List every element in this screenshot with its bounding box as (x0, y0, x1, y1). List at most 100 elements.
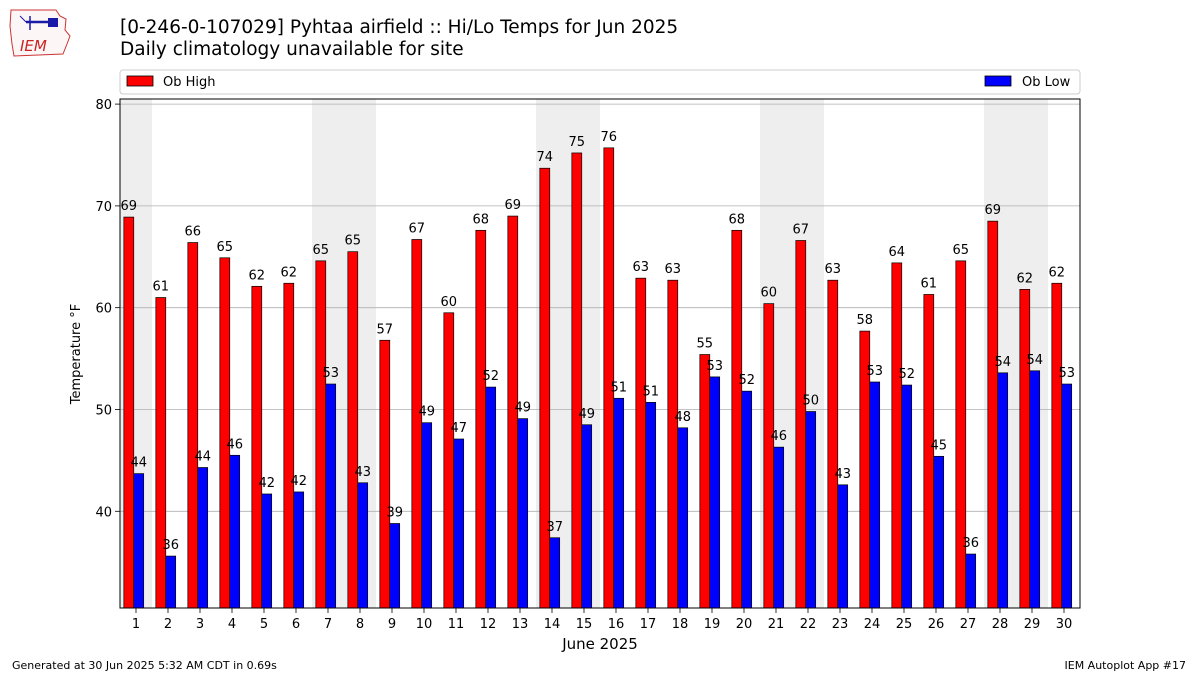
low-bar-label: 53 (322, 366, 339, 381)
high-bar (347, 251, 359, 609)
gridlines (120, 103, 1080, 512)
low-bar-label: 45 (930, 438, 947, 453)
legend-low-swatch (984, 75, 1012, 87)
low-bar-label: 52 (738, 373, 755, 388)
high-bar-label: 69 (505, 198, 522, 213)
x-tick-label: 28 (992, 617, 1009, 632)
x-tick-label: 23 (832, 617, 849, 632)
high-bar-label: 63 (825, 262, 842, 277)
high-bar-label: 62 (249, 268, 266, 283)
x-tick-label: 27 (960, 617, 977, 632)
x-tick-label: 29 (1024, 617, 1041, 632)
legend-high-label: Ob High (163, 75, 216, 90)
x-tick-label: 18 (672, 617, 689, 632)
low-bar-label: 46 (226, 437, 243, 452)
high-bar-label: 69 (985, 203, 1002, 218)
low-bar (1061, 383, 1073, 609)
y-tick-label: 60 (95, 302, 112, 317)
low-bar (581, 424, 593, 609)
high-bar (315, 260, 327, 609)
low-bar-label: 43 (834, 467, 851, 482)
low-bar (485, 386, 497, 609)
high-bar (955, 260, 967, 609)
high-bar (827, 279, 839, 609)
y-tick-label: 80 (95, 98, 112, 113)
y-axis: 40 50 60 70 80 (95, 98, 120, 520)
x-tick-label: 24 (864, 617, 881, 632)
x-tick-label: 8 (356, 617, 364, 632)
low-bar-label: 43 (354, 465, 371, 480)
low-bar (325, 383, 337, 609)
high-bar (443, 312, 455, 609)
low-bar-label: 46 (770, 429, 787, 444)
x-axis: 1 2 3 4 5 6 7 8 9 10 11 12 13 14 15 16 17 18 19 20 21 22 23 24 2… (132, 608, 1072, 632)
x-tick-label: 16 (608, 617, 625, 632)
high-bar-label: 62 (281, 265, 298, 280)
legend: Ob High Ob Low (119, 69, 1081, 95)
x-tick-label: 22 (800, 617, 817, 632)
low-bar (453, 438, 465, 609)
x-tick-label: 2 (164, 617, 172, 632)
low-bar (357, 482, 369, 609)
low-bar (229, 454, 241, 609)
high-bar (283, 282, 295, 609)
high-bar-label: 65 (345, 234, 362, 249)
high-bar (411, 239, 423, 609)
high-bar (155, 297, 167, 609)
high-bar (635, 277, 647, 609)
low-bar (421, 422, 433, 609)
high-bar-label: 65 (953, 243, 970, 258)
high-bar-label: 64 (889, 245, 906, 260)
low-bar (773, 446, 785, 609)
low-bar (837, 484, 849, 609)
low-bar-label: 39 (386, 506, 403, 521)
high-bar-label: 61 (921, 276, 938, 291)
x-tick-label: 17 (640, 617, 657, 632)
low-bar (197, 467, 209, 609)
low-bar (613, 397, 625, 609)
x-tick-label: 20 (736, 617, 753, 632)
chart-title-line2: Daily climatology unavailable for site (120, 39, 464, 60)
low-bar-label: 37 (546, 520, 563, 535)
x-tick-label: 13 (512, 617, 529, 632)
high-bar (123, 216, 135, 609)
high-bar (539, 167, 551, 609)
x-tick-label: 11 (448, 617, 465, 632)
high-bar-label: 75 (569, 135, 586, 150)
low-bar (933, 455, 945, 609)
y-axis-label: Temperature °F (69, 304, 84, 405)
low-bar (901, 384, 913, 609)
x-tick-label: 19 (704, 617, 721, 632)
chart-title-line1: [0-246-0-107029] Pyhtaa airfield :: Hi/L… (120, 17, 679, 38)
low-bar (389, 523, 401, 609)
low-bar-label: 49 (514, 401, 531, 416)
low-bar-label: 36 (962, 536, 979, 551)
low-bar-label: 54 (994, 355, 1011, 370)
chart-title: [0-246-0-107029] Pyhtaa airfield :: Hi/L… (120, 17, 678, 61)
low-bar-label: 50 (802, 394, 819, 409)
high-bar-label: 60 (761, 286, 778, 301)
low-bar-label: 48 (674, 410, 691, 425)
high-bar (731, 229, 743, 609)
y-tick-label: 40 (95, 505, 112, 520)
high-bar (667, 279, 679, 609)
low-bar (741, 390, 753, 609)
legend-high-swatch (126, 75, 154, 87)
low-bar-label: 47 (450, 421, 467, 436)
low-bar (677, 427, 689, 609)
x-tick-label: 6 (292, 617, 300, 632)
high-bar (795, 240, 807, 609)
high-bar-label: 76 (601, 130, 618, 145)
low-bar-label: 44 (194, 450, 211, 465)
high-bar-label: 57 (377, 322, 394, 337)
high-bar-label: 60 (441, 295, 458, 310)
low-bar (965, 553, 977, 609)
high-bar (219, 257, 231, 609)
high-bar-label: 74 (537, 150, 554, 165)
high-bar-label: 69 (121, 199, 138, 214)
y-tick-label: 70 (95, 200, 112, 215)
legend-low-label: Ob Low (1022, 75, 1071, 90)
high-bar-label: 66 (185, 225, 202, 240)
high-bar (763, 303, 775, 609)
